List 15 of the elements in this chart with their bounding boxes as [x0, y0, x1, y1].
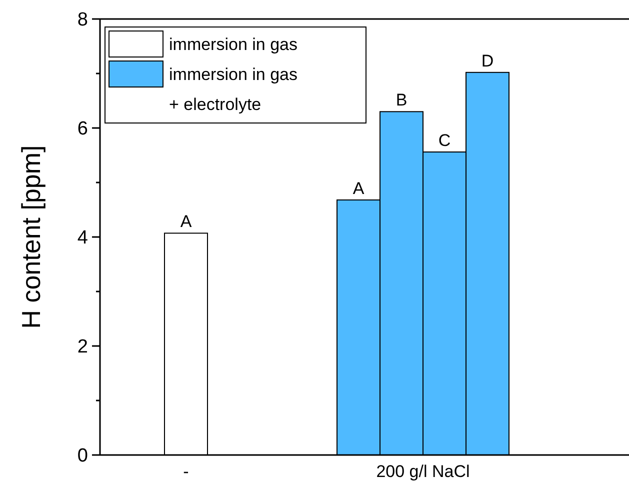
- y-tick-label: 6: [77, 118, 88, 140]
- x-tick-label: -: [183, 462, 189, 481]
- data-label: A: [180, 212, 192, 232]
- y-tick-label: 2: [77, 336, 88, 358]
- y-tick-label: 4: [77, 228, 88, 249]
- data-label: B: [396, 90, 408, 110]
- data-label: C: [438, 130, 451, 150]
- data-label: A: [352, 178, 365, 198]
- legend-label: immersion in gas + electrolyte: [169, 64, 298, 114]
- y-tick-label: 0: [77, 446, 88, 467]
- y-tick-label: 8: [77, 10, 88, 31]
- data-label: D: [481, 51, 494, 70]
- x-tick-label: 200 g/l NaCl: [376, 462, 470, 481]
- legend-label: immersion in gas: [169, 34, 298, 54]
- y-axis-title: H content [ppm]: [16, 145, 46, 329]
